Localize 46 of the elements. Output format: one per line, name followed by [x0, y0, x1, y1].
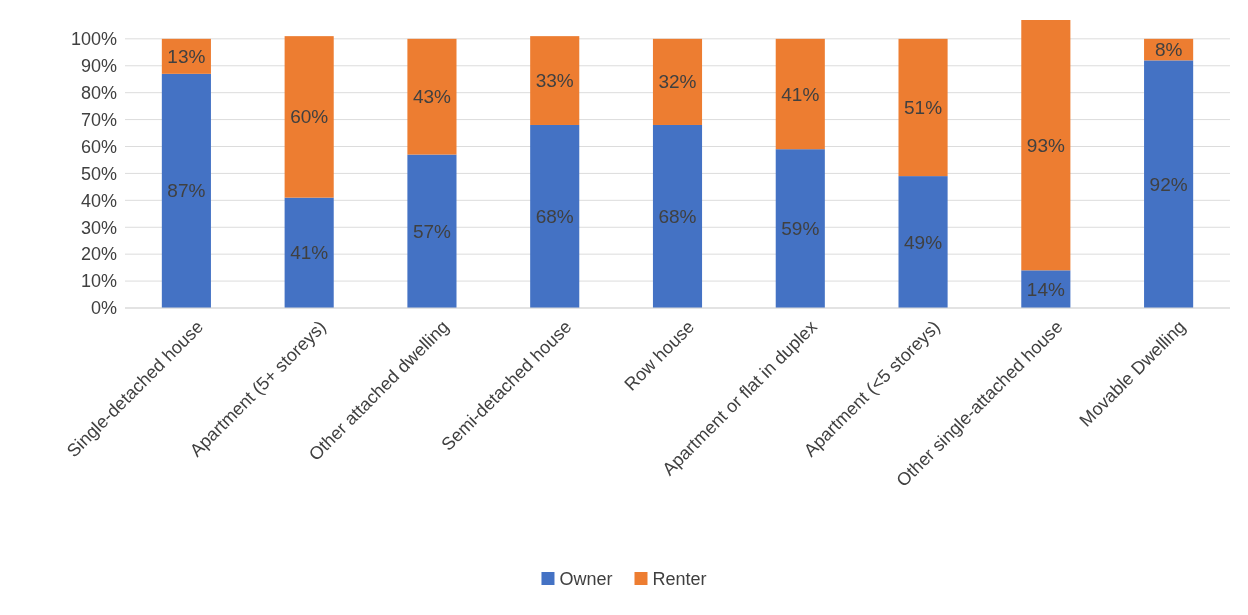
bar — [652, 124, 703, 308]
bar — [775, 149, 825, 308]
y-tick-label: 0% — [90, 298, 117, 319]
bar — [652, 38, 703, 125]
data-label: 57% — [412, 220, 452, 242]
y-tick-label: 90% — [80, 56, 117, 77]
y-tick-label: 30% — [80, 217, 117, 238]
data-label: 93% — [1026, 134, 1065, 156]
y-tick-label: 70% — [80, 109, 117, 130]
bar — [284, 36, 334, 198]
data-label: 87% — [167, 180, 206, 202]
data-label: 41% — [781, 83, 820, 105]
y-tick-label: 40% — [80, 190, 117, 211]
bar — [284, 197, 334, 308]
data-label: 32% — [658, 71, 697, 93]
legend-label: Renter — [652, 569, 707, 589]
data-label: 41% — [290, 242, 329, 264]
legend-label: Owner — [559, 569, 613, 589]
data-label: 92% — [1149, 173, 1188, 195]
data-label: 14% — [1026, 278, 1065, 300]
bar — [1021, 20, 1071, 271]
y-tick-label: 10% — [80, 271, 117, 292]
data-label: 49% — [904, 231, 943, 253]
bar — [407, 38, 457, 155]
y-tick-label: 100% — [70, 29, 117, 50]
bar — [1144, 60, 1194, 308]
data-label: 13% — [167, 45, 206, 67]
data-label: 68% — [535, 205, 574, 227]
bar — [161, 73, 211, 308]
bar — [898, 176, 948, 308]
bar — [530, 124, 580, 308]
data-label: 8% — [1154, 39, 1183, 61]
data-label: 60% — [290, 106, 329, 128]
bar — [898, 38, 948, 177]
y-tick-label: 60% — [80, 136, 117, 157]
y-tick-label: 20% — [80, 244, 117, 265]
data-label: 68% — [658, 205, 697, 227]
bar — [530, 36, 580, 125]
y-tick-label: 80% — [80, 82, 117, 103]
data-label: 43% — [412, 86, 452, 108]
bar — [775, 38, 825, 150]
data-label: 33% — [535, 70, 574, 92]
bar — [407, 154, 457, 308]
y-tick-label: 50% — [80, 163, 117, 184]
data-label: 59% — [781, 218, 820, 240]
data-label: 51% — [904, 96, 943, 118]
